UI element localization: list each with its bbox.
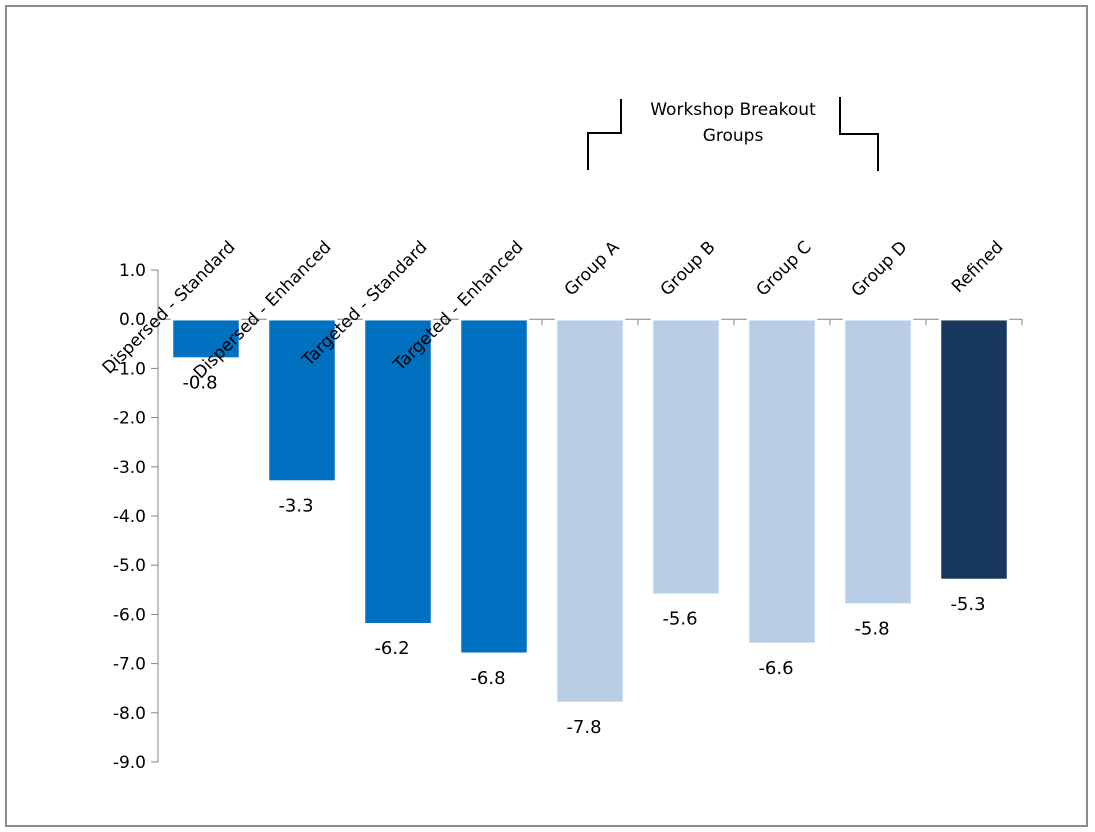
axis-layer: 1.0 0.0 -1.0 -2.0 -3.0 -4.0 -5.0 -6.0 -7.0 -8.0 -9…: [113, 261, 1023, 773]
y-tick-label: -2.0: [113, 409, 146, 429]
data-label: -7.8: [566, 717, 601, 738]
y-tick-label: -4.0: [113, 507, 146, 527]
y-tick-label: -1.0: [113, 359, 146, 379]
category-label: Group A: [561, 237, 624, 300]
bars-layer: [170, 317, 1010, 705]
bar: [746, 317, 818, 646]
y-tick-label: -8.0: [113, 704, 146, 724]
bar: [554, 317, 626, 705]
y-tick-label: -3.0: [113, 458, 146, 478]
data-label: -5.6: [662, 609, 697, 630]
category-label: Group B: [657, 237, 720, 300]
annotation-text: Groups: [703, 126, 764, 146]
y-tick-label: -9.0: [113, 753, 146, 773]
bracket-right: [839, 97, 879, 171]
bracket-left: [587, 99, 622, 170]
category-label: Group D: [848, 237, 912, 301]
category-label: Group C: [753, 237, 816, 300]
category-label: Refined: [948, 237, 1008, 297]
bar: [458, 317, 530, 656]
bar: [170, 317, 242, 360]
y-tick-label: 0.0: [119, 310, 146, 330]
data-label: -5.3: [950, 594, 985, 615]
bar: [842, 317, 914, 606]
data-label: -0.8: [182, 373, 217, 394]
bar: [938, 317, 1010, 582]
data-label: -6.6: [758, 658, 793, 679]
bar: [266, 317, 338, 483]
annotation-text: Workshop Breakout: [650, 100, 816, 120]
y-tick-label: -5.0: [113, 556, 146, 576]
data-label: -6.8: [470, 668, 505, 689]
bar: [362, 317, 434, 626]
annotation-layer: Workshop Breakout Groups: [587, 97, 879, 171]
y-tick-label: -7.0: [113, 655, 146, 675]
data-label: -6.2: [374, 638, 409, 659]
data-label: -5.8: [854, 619, 889, 640]
bar: [650, 317, 722, 596]
data-label: -3.3: [278, 496, 313, 517]
y-tick-label: -6.0: [113, 605, 146, 625]
y-tick-label: 1.0: [119, 261, 146, 281]
